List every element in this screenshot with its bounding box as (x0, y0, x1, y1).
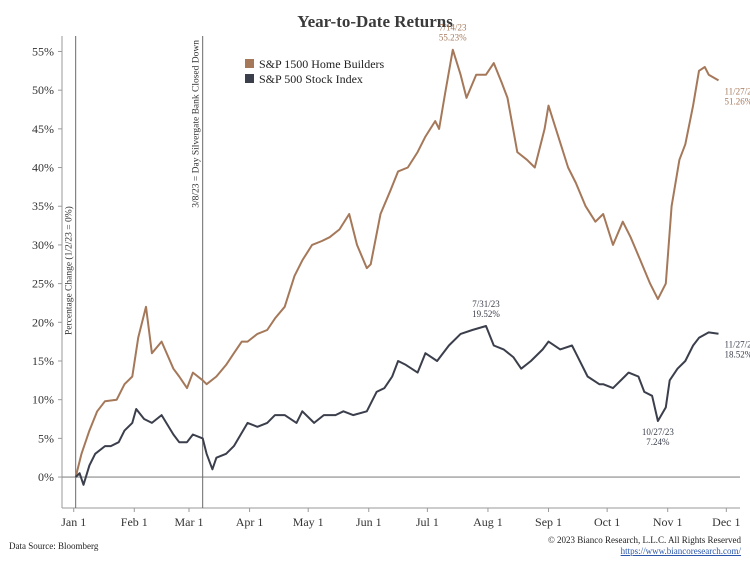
annotation-value: 7.24% (646, 437, 670, 447)
annotation-value: 19.52% (472, 309, 500, 319)
y-tick-label: 30% (32, 238, 54, 252)
x-tick-label: Mar 1 (175, 515, 204, 529)
y-tick-label: 0% (38, 470, 54, 484)
website-link[interactable]: https://www.biancoresearch.com/ (620, 546, 741, 556)
copyright-block: © 2023 Bianco Research, L.L.C. All Right… (548, 535, 741, 557)
annotation-date: 11/27/23 (725, 340, 750, 350)
y-tick-label: 45% (32, 122, 54, 136)
x-tick-label: Dec 1 (712, 515, 740, 529)
legend-label: S&P 1500 Home Builders (259, 57, 385, 71)
x-tick-label: Oct 1 (594, 515, 620, 529)
y-tick-label: 55% (32, 44, 54, 58)
y-tick-label: 5% (38, 431, 54, 445)
y-tick-label: 50% (32, 83, 54, 97)
x-tick-label: Nov 1 (653, 515, 683, 529)
x-tick-label: Aug 1 (473, 515, 503, 529)
data-source-note: Data Source: Bloomberg (9, 541, 99, 551)
annotation-date: 7/31/23 (472, 299, 500, 309)
axes: 0% 5% 10% 15% 20% 25% 30% 35% 40% 45% 50% 55% Jan 1 F… (32, 36, 740, 529)
y-tick-label: 10% (32, 393, 54, 407)
x-tick-label: Jul 1 (416, 515, 439, 529)
y-tick-label: 20% (32, 315, 54, 329)
annotation-date: 7/14/23 (439, 23, 467, 33)
x-tick-label: Jun 1 (356, 515, 382, 529)
chart-title: Year-to-Date Returns (297, 12, 453, 31)
legend-swatch (245, 74, 254, 83)
x-tick-label: Feb 1 (121, 515, 148, 529)
annotation-value: 18.52% (725, 350, 750, 360)
legend-label: S&P 500 Stock Index (259, 72, 363, 86)
annotations: 7/14/2355.23%11/27/2351.26%7/31/2319.52%… (439, 23, 750, 447)
y-tick-label: 25% (32, 277, 54, 291)
legend-swatch (245, 59, 254, 68)
annotation-value: 55.23% (439, 33, 467, 43)
y-tick-label: 35% (32, 199, 54, 213)
x-tick-label: Apr 1 (236, 515, 264, 529)
vertical-marker-label: Percentage Change (1/2/23 = 0%) (64, 206, 75, 335)
vertical-marker-label: 3/8/23 = Day Silvergate Bank Closed Down (192, 40, 202, 208)
chart-svg: Year-to-Date Returns 0% 5% 10% 15% 20% 25% 30%… (32, 12, 750, 529)
y-tick-label: 40% (32, 161, 54, 175)
series-line-sp500 (75, 325, 719, 486)
x-tick-label: Jan 1 (61, 515, 86, 529)
annotation-value: 51.26% (725, 96, 750, 106)
series-lines (74, 48, 720, 486)
copyright-text: © 2023 Bianco Research, L.L.C. All Right… (547, 535, 741, 545)
vertical-markers: Percentage Change (1/2/23 = 0%) 3/8/23 = … (64, 36, 204, 508)
annotation-date: 10/27/23 (642, 427, 675, 437)
y-tick-label: 15% (32, 354, 54, 368)
series-line-home-builders (74, 48, 720, 478)
x-tick-label: Sep 1 (535, 515, 562, 529)
annotation-date: 11/27/23 (725, 86, 750, 96)
x-tick-label: May 1 (293, 515, 324, 529)
